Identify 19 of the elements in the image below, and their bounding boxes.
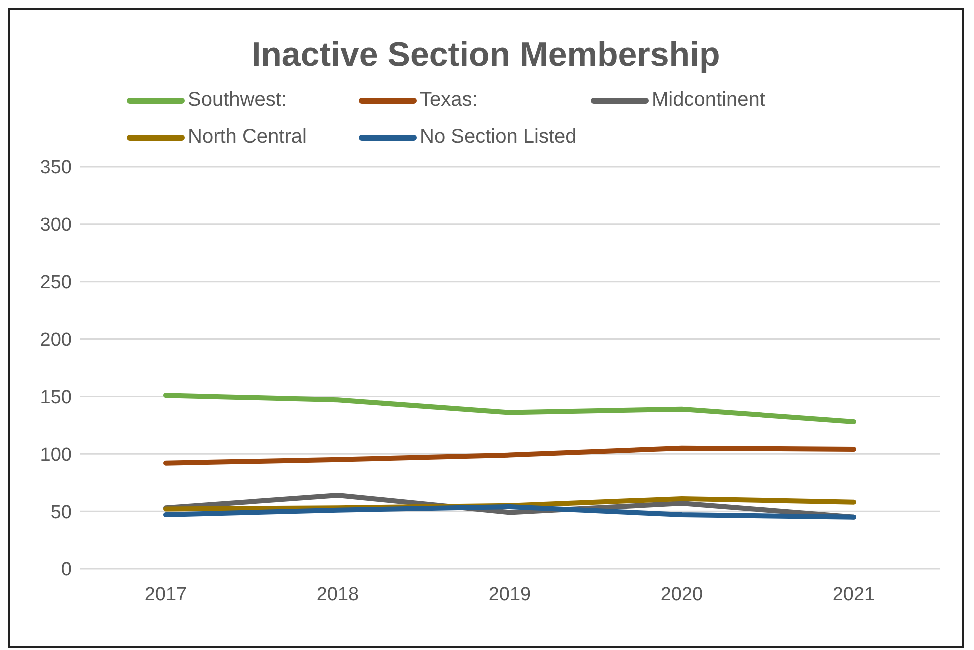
x-tick-label: 2021 [832, 584, 876, 606]
y-tick-label: 0 [61, 560, 72, 581]
y-tick-label: 300 [40, 215, 72, 236]
x-tick-label: 2020 [660, 584, 704, 606]
y-tick-label: 150 [40, 387, 72, 408]
legend-label: Southwest: [188, 89, 287, 112]
x-tick-label: 2019 [488, 584, 532, 606]
legend-label: North Central [188, 126, 307, 149]
y-tick-label: 100 [40, 444, 72, 466]
legend-label: No Section Listed [420, 126, 577, 149]
y-tick-label: 200 [40, 330, 72, 352]
y-tick-label: 350 [40, 158, 72, 179]
x-tick-label: 2017 [144, 584, 188, 606]
y-tick-label: 250 [40, 272, 72, 294]
chart-title: Inactive Section Membership [250, 36, 722, 75]
y-tick-label: 50 [50, 502, 72, 524]
x-tick-label: 2018 [316, 584, 360, 606]
legend-label: Midcontinent [652, 89, 766, 112]
legend-label: Texas: [420, 89, 478, 112]
